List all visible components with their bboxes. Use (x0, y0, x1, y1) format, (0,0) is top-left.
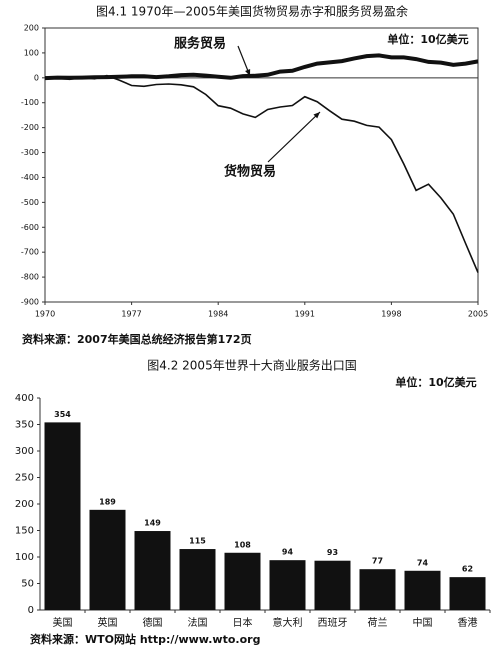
value-label: 149 (144, 519, 161, 528)
plot-frame (44, 27, 479, 303)
x-tick-label: 香港 (458, 617, 478, 629)
y-tick-label: -600 (21, 223, 39, 232)
y-tick-label: -300 (21, 148, 39, 157)
x-tick-label: 1977 (121, 310, 141, 319)
y-tick-label: -100 (21, 98, 39, 107)
x-tick-label: 中国 (413, 616, 433, 629)
annotation: 单位：10亿美元 (395, 375, 476, 389)
y-tick-label: 0 (28, 605, 34, 616)
x-tick-label: 英国 (98, 616, 118, 629)
value-label: 189 (99, 497, 116, 506)
value-label: 74 (417, 558, 429, 567)
y-tick-label: 0 (34, 73, 39, 82)
x-tick-label: 2005 (468, 310, 488, 319)
value-label: 115 (189, 537, 206, 546)
x-tick-label: 意大利 (273, 616, 303, 629)
bar (449, 577, 486, 610)
x-tick-label: 美国 (53, 616, 73, 629)
bar (224, 552, 261, 610)
y-tick-label: -700 (21, 248, 39, 257)
y-tick-label: -800 (21, 273, 39, 282)
bar (269, 560, 306, 610)
y-tick-label: 50 (21, 579, 34, 590)
y-tick-label: 100 (24, 48, 39, 57)
value-label: 62 (462, 565, 473, 574)
y-tick-label: 300 (15, 446, 34, 457)
bar (134, 531, 171, 610)
y-tick-label: 350 (15, 420, 34, 431)
annotation: 单位：10亿美元 (387, 32, 468, 46)
arrow (267, 111, 321, 163)
arrow-head (313, 112, 320, 119)
value-label: 108 (234, 540, 251, 549)
y-tick-label: -200 (21, 123, 39, 132)
value-label: 354 (54, 410, 71, 419)
bar (359, 569, 396, 610)
chart-title: 图4.2 2005年世界十大商业服务出口国 (147, 358, 356, 373)
bar (404, 570, 441, 610)
x-tick-label: 1998 (381, 310, 401, 319)
bar (314, 560, 351, 610)
y-tick-label: 200 (15, 499, 34, 510)
annotation: 服务贸易 (174, 36, 226, 52)
y-tick-label: -900 (21, 298, 39, 307)
bar (89, 509, 126, 610)
x-tick-label: 1970 (35, 310, 55, 319)
arrow-head (245, 69, 251, 76)
series-line (44, 74, 479, 273)
y-tick-label: 150 (15, 526, 34, 537)
x-tick-label: 荷兰 (368, 616, 388, 629)
bar (179, 549, 216, 610)
x-tick-label: 法国 (188, 616, 208, 629)
chart-title: 图4.1 1970年—2005年美国货物贸易赤字和服务贸易盈余 (96, 4, 408, 19)
y-tick-label: -400 (21, 173, 39, 182)
series-line (44, 53, 479, 81)
y-tick-label: 400 (15, 393, 34, 404)
bar (44, 422, 81, 610)
y-tick-label: 100 (15, 552, 34, 563)
x-tick-label: 1991 (295, 310, 315, 319)
x-tick-label: 1984 (208, 310, 228, 319)
value-label: 93 (327, 548, 338, 557)
y-tick-label: -500 (21, 198, 39, 207)
x-tick-label: 日本 (233, 616, 253, 629)
x-tick-label: 西班牙 (318, 617, 348, 629)
y-tick-label: 250 (15, 473, 34, 484)
source-note: 资料来源：WTO网站 http://www.wto.org (30, 632, 260, 646)
source-note: 资料来源：2007年美国总统经济报告第172页 (22, 332, 252, 346)
annotation: 货物贸易 (224, 164, 276, 180)
x-tick-label: 德国 (143, 616, 163, 629)
y-tick-label: 200 (24, 24, 39, 33)
value-label: 77 (372, 557, 383, 566)
value-label: 94 (282, 548, 294, 557)
